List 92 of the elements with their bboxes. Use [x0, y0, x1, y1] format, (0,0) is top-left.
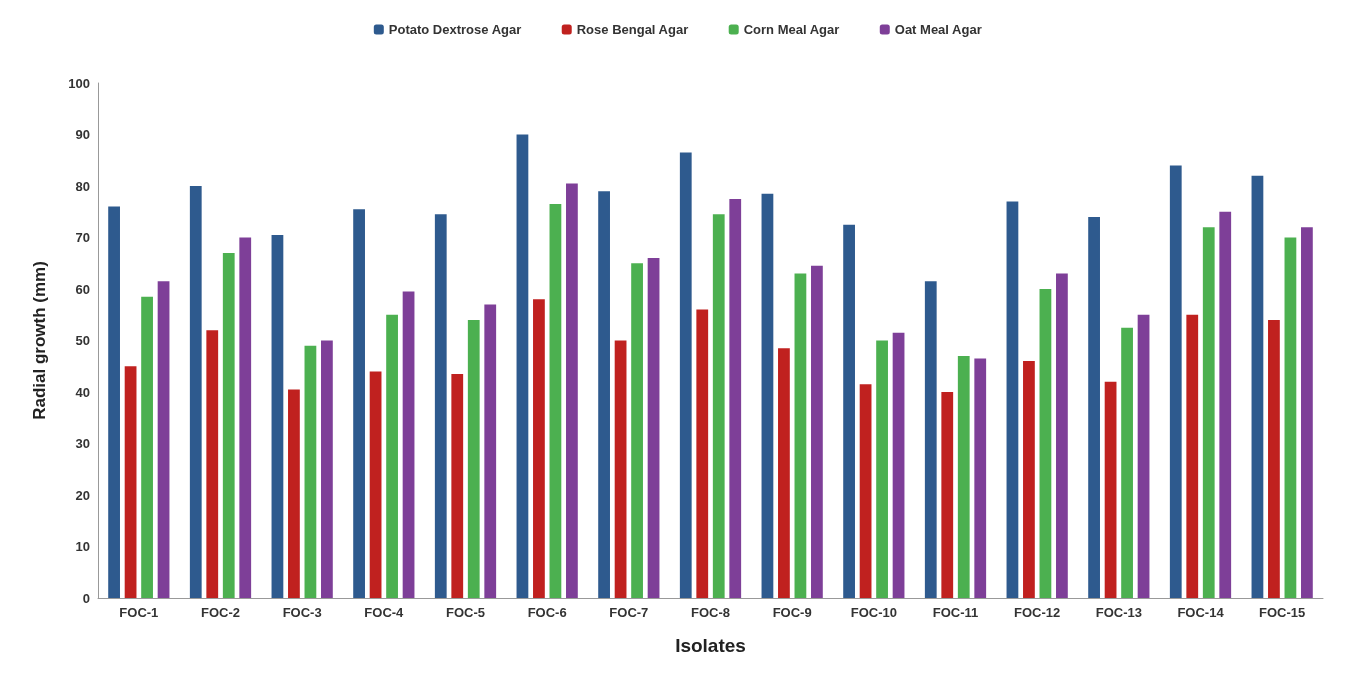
bar: [1006, 201, 1019, 598]
bar: [1301, 227, 1313, 598]
y-tick-label: 80: [75, 178, 90, 194]
bar: [549, 204, 562, 598]
x-tick-label: FOC-6: [527, 605, 567, 620]
bar: [1039, 289, 1052, 598]
legend-label: Corn Meal Agar: [743, 22, 840, 37]
x-tick-label: FOC-4: [364, 605, 405, 620]
y-tick-label: 0: [82, 590, 90, 606]
bar: [1169, 165, 1182, 598]
bar: [647, 258, 660, 598]
bar: [451, 373, 464, 598]
bar: [1104, 381, 1117, 598]
bar: [892, 332, 905, 598]
bar: [369, 371, 382, 598]
bar: [533, 299, 545, 598]
bar: [304, 345, 317, 598]
legend-label: Oat Meal Agar: [894, 22, 982, 37]
y-tick-label: 10: [75, 539, 90, 554]
y-tick-label: 20: [75, 487, 90, 503]
x-tick-label: FOC-11: [932, 605, 979, 620]
bar: [1268, 319, 1280, 598]
bar: [859, 384, 872, 598]
y-tick-label: 50: [75, 333, 90, 348]
bar: [189, 186, 202, 598]
bar: [1023, 361, 1035, 598]
bar: [434, 214, 447, 598]
y-tick-label: 30: [75, 436, 90, 451]
bar: [402, 291, 415, 598]
bar: [811, 265, 823, 598]
bar: [1284, 237, 1297, 598]
legend-label: Rose Bengal Agar: [576, 22, 689, 37]
x-tick-label: FOC-2: [201, 605, 240, 620]
bar: [1121, 327, 1133, 598]
bar: [566, 183, 578, 598]
x-tick-label: FOC-5: [446, 605, 485, 620]
x-tick-label: FOC-14: [1177, 605, 1225, 620]
bar: [239, 237, 252, 598]
x-tick-label: FOC-3: [282, 605, 322, 620]
legend-label: Potato Dextrose Agar: [388, 22, 522, 37]
bar: [141, 296, 153, 598]
x-axis-title: Isolates: [675, 635, 746, 656]
bar: [516, 134, 529, 598]
bar: [876, 340, 888, 598]
x-tick-label: FOC-1: [119, 605, 159, 620]
bar: [1056, 273, 1068, 598]
bar: [794, 273, 807, 598]
bar: [222, 252, 235, 598]
bar: [484, 304, 497, 598]
bar: [206, 330, 219, 598]
bar: [271, 234, 284, 598]
x-tick-label: FOC-13: [1095, 605, 1142, 620]
bar: [1219, 211, 1232, 598]
bar: [941, 392, 954, 598]
bar: [679, 152, 692, 598]
bar: [974, 358, 987, 598]
bar: [843, 224, 855, 598]
bar: [712, 214, 725, 598]
x-tick-label: FOC-15: [1259, 605, 1306, 620]
bar: [108, 206, 120, 598]
y-tick-label: 100: [68, 75, 90, 91]
bar: [1186, 314, 1199, 598]
y-tick-label: 40: [75, 384, 90, 400]
x-tick-label: FOC-8: [691, 605, 730, 620]
bar: [957, 355, 970, 598]
bar: [1251, 175, 1264, 598]
y-tick-label: 90: [75, 127, 90, 142]
bar: [1137, 314, 1150, 598]
bar: [696, 309, 709, 598]
x-tick-label: FOC-12: [1014, 605, 1061, 620]
bar: [386, 314, 398, 598]
bar: [761, 193, 774, 598]
y-axis-title: Radial growth (mm): [30, 261, 49, 420]
bar: [778, 348, 790, 598]
bar: [288, 389, 300, 598]
x-tick-label: FOC-7: [609, 605, 649, 620]
bar: [729, 198, 742, 598]
bar: [124, 366, 137, 598]
bar: [321, 340, 333, 598]
bar: [1088, 216, 1100, 598]
bar: [1202, 227, 1215, 598]
y-tick-label: 60: [75, 281, 90, 297]
bar: [353, 209, 365, 598]
x-tick-label: FOC-9: [772, 605, 812, 620]
y-tick-label: 70: [75, 230, 90, 245]
bar: [467, 319, 480, 598]
bar: [631, 263, 643, 598]
bar: [598, 191, 610, 598]
bar: [614, 340, 627, 598]
bar: [924, 281, 937, 598]
x-tick-label: FOC-10: [850, 605, 897, 620]
bar: [157, 281, 170, 598]
